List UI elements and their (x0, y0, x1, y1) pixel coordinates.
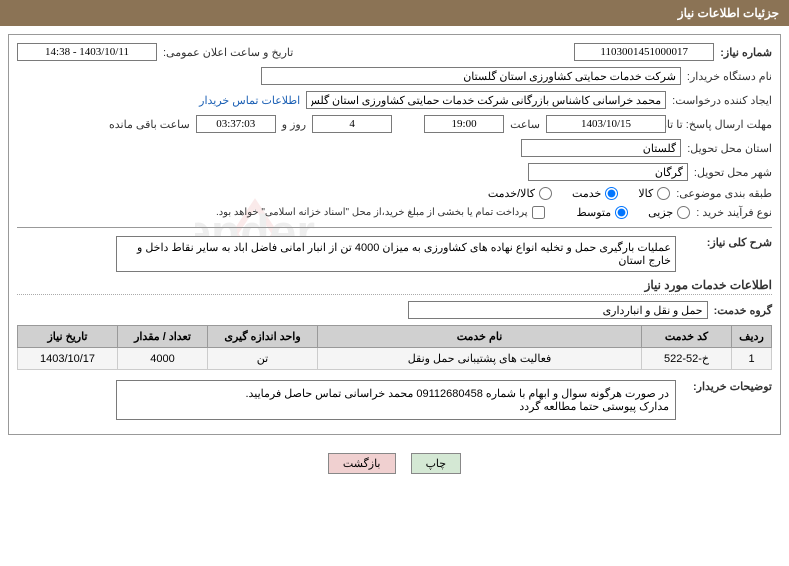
button-row: چاپ بازگشت (0, 443, 789, 484)
table-header-row: ردیف کد خدمت نام خدمت واحد اندازه گیری ت… (18, 326, 772, 348)
radio-goods-service[interactable]: کالا/خدمت (488, 187, 552, 200)
table-cell: تن (208, 348, 318, 370)
deadline-time-field (424, 115, 504, 133)
th-qty: تعداد / مقدار (118, 326, 208, 348)
buyer-org-field (261, 67, 681, 85)
row-buyer-org: نام دستگاه خریدار: (17, 67, 772, 85)
radio-medium[interactable]: متوسط (577, 206, 629, 219)
service-group-field (408, 301, 708, 319)
table-cell: 1403/10/17 (18, 348, 118, 370)
services-section-title: اطلاعات خدمات مورد نیاز (17, 278, 772, 295)
row-delivery-city: شهر محل تحویل: (17, 163, 772, 181)
th-service-code: کد خدمت (642, 326, 732, 348)
payment-note-check[interactable]: پرداخت تمام یا بخشی از مبلغ خرید،از محل … (216, 206, 545, 219)
divider-1 (17, 227, 772, 228)
th-need-date: تاریخ نیاز (18, 326, 118, 348)
buyer-notes-label: توضیحات خریدار: (682, 380, 772, 393)
radio-medium-input[interactable] (615, 206, 628, 219)
requester-label: ایجاد کننده درخواست: (672, 94, 772, 107)
table-cell: خ-52-522 (642, 348, 732, 370)
buyer-org-label: نام دستگاه خریدار: (687, 70, 772, 83)
radio-service[interactable]: خدمت (572, 187, 618, 200)
th-row: ردیف (732, 326, 772, 348)
countdown-field (196, 115, 276, 133)
table-cell: فعالیت های پشتیبانی حمل ونقل (318, 348, 642, 370)
services-table: ردیف کد خدمت نام خدمت واحد اندازه گیری ت… (17, 325, 772, 370)
print-button[interactable]: چاپ (411, 453, 462, 474)
deadline-date-field (546, 115, 666, 133)
service-group-label: گروه خدمت: (714, 304, 772, 317)
radio-goods-input[interactable] (657, 187, 670, 200)
delivery-province-label: استان محل تحویل: (687, 142, 772, 155)
buyer-notes-box: در صورت هرگونه سوال و ابهام با شماره 091… (116, 380, 676, 420)
radio-partial-input[interactable] (677, 206, 690, 219)
need-number-label: شماره نیاز: (720, 46, 772, 59)
time-label: ساعت (510, 118, 540, 131)
radio-goods[interactable]: کالا (638, 187, 670, 200)
th-service-name: نام خدمت (318, 326, 642, 348)
delivery-city-field (528, 163, 688, 181)
row-delivery-province: استان محل تحویل: (17, 139, 772, 157)
row-deadline: مهلت ارسال پاسخ: تا تاریخ: ساعت روز و سا… (17, 115, 772, 133)
radio-partial[interactable]: جزیی (648, 206, 690, 219)
purchase-type-label: نوع فرآیند خرید : (696, 206, 772, 219)
row-need-number: شماره نیاز: تاریخ و ساعت اعلان عمومی: (17, 43, 772, 61)
table-cell: 1 (732, 348, 772, 370)
main-panel: AriaTender شماره نیاز: تاریخ و ساعت اعلا… (8, 34, 781, 435)
row-subject-class: طبقه بندی موضوعی: کالا خدمت کالا/خدمت (17, 187, 772, 200)
remaining-label: ساعت باقی مانده (109, 118, 190, 131)
delivery-city-label: شهر محل تحویل: (694, 166, 772, 179)
row-buyer-notes: توضیحات خریدار: در صورت هرگونه سوال و اب… (17, 380, 772, 420)
deadline-label: مهلت ارسال پاسخ: تا تاریخ: (672, 118, 772, 131)
page-header: جزئیات اطلاعات نیاز (0, 0, 789, 26)
th-unit: واحد اندازه گیری (208, 326, 318, 348)
need-desc-label: شرح کلی نیاز: (682, 236, 772, 249)
back-button[interactable]: بازگشت (328, 453, 396, 474)
radio-goods-service-input[interactable] (539, 187, 552, 200)
announce-date-field (17, 43, 157, 61)
subject-class-label: طبقه بندی موضوعی: (676, 187, 772, 200)
days-count-field (312, 115, 392, 133)
row-purchase-type: نوع فرآیند خرید : جزیی متوسط پرداخت تمام… (17, 206, 772, 219)
buyer-contact-link[interactable]: اطلاعات تماس خریدار (199, 94, 300, 107)
requester-field (306, 91, 666, 109)
radio-service-input[interactable] (605, 187, 618, 200)
row-service-group: گروه خدمت: (17, 301, 772, 319)
announce-date-label: تاریخ و ساعت اعلان عمومی: (163, 46, 293, 59)
need-desc-box: عملیات بارگیری حمل و تخلیه انواع نهاده ه… (116, 236, 676, 272)
delivery-province-field (521, 139, 681, 157)
payment-checkbox[interactable] (532, 206, 545, 219)
row-need-desc: شرح کلی نیاز: عملیات بارگیری حمل و تخلیه… (17, 236, 772, 272)
page-title: جزئیات اطلاعات نیاز (678, 6, 779, 20)
row-requester: ایجاد کننده درخواست: اطلاعات تماس خریدار (17, 91, 772, 109)
table-cell: 4000 (118, 348, 208, 370)
need-number-field (574, 43, 714, 61)
days-label: روز و (282, 118, 306, 131)
table-row: 1خ-52-522فعالیت های پشتیبانی حمل ونقلتن4… (18, 348, 772, 370)
